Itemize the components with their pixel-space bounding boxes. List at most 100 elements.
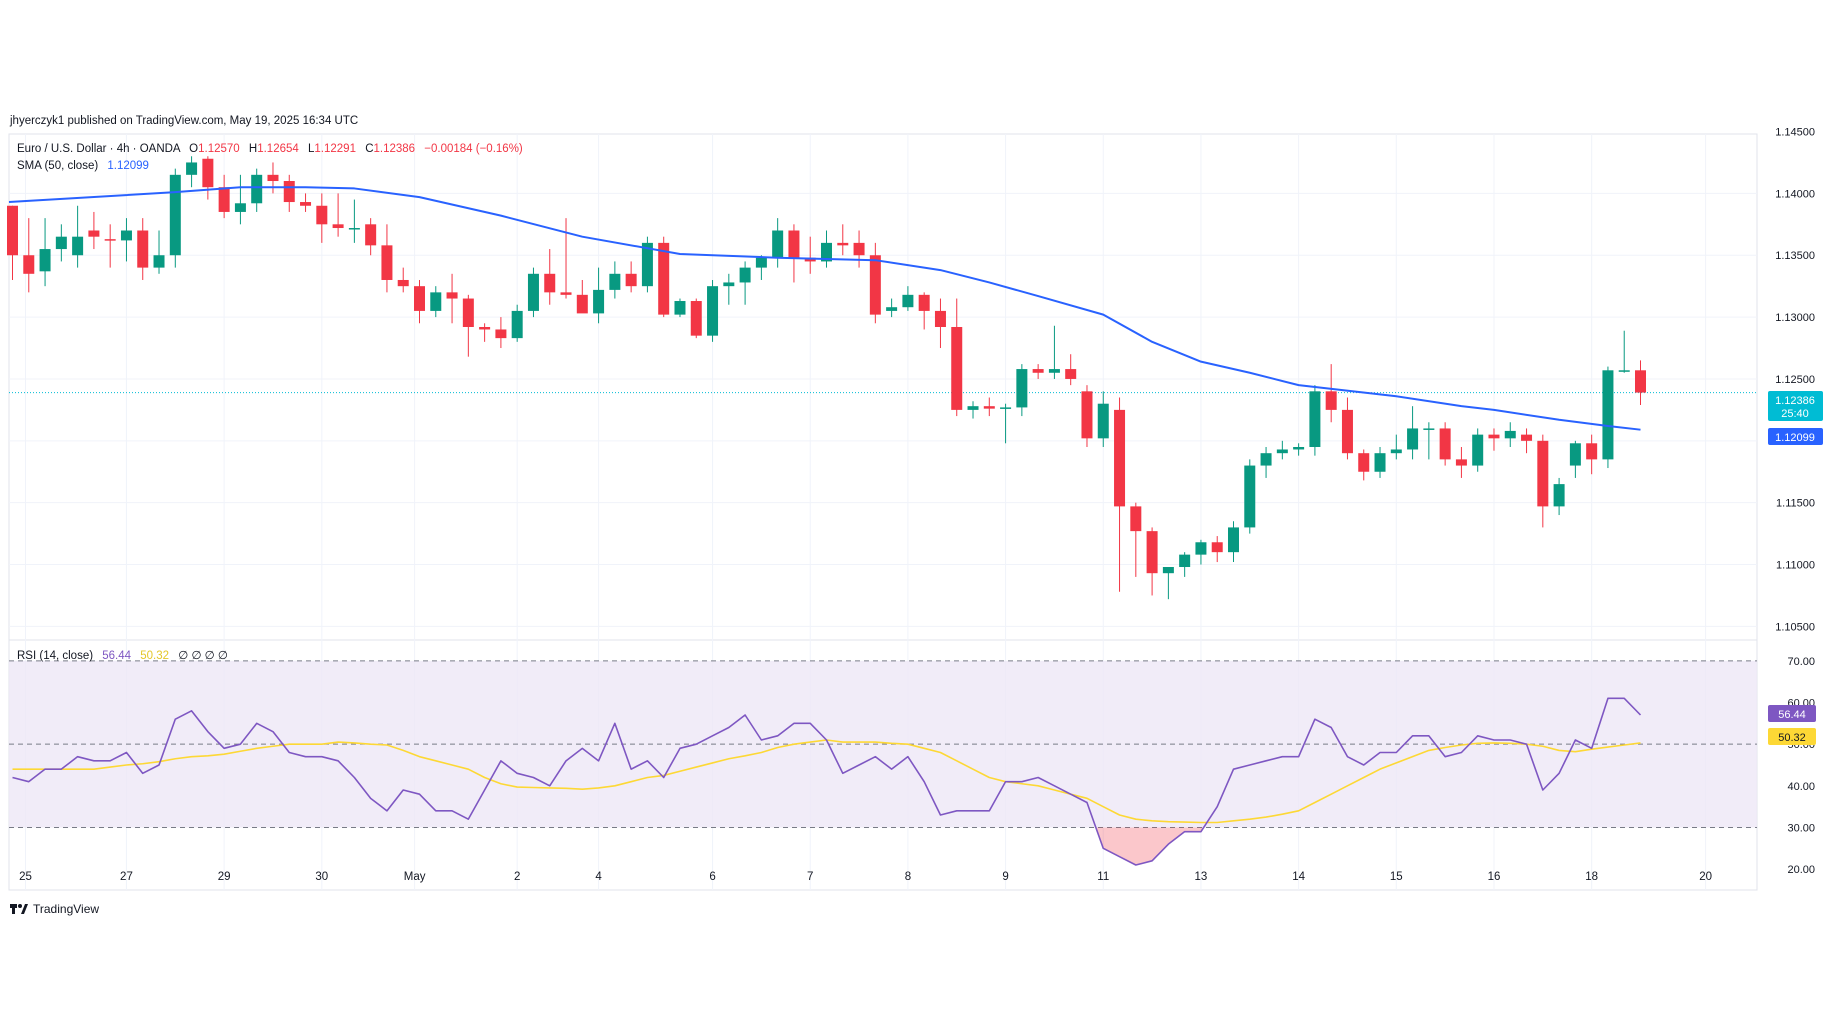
- candle[interactable]: [1325, 364, 1337, 423]
- candle[interactable]: [462, 294, 474, 357]
- candle[interactable]: [1195, 539, 1207, 565]
- candle[interactable]: [723, 273, 735, 305]
- candle[interactable]: [527, 267, 539, 318]
- candle[interactable]: [1293, 443, 1305, 456]
- candle[interactable]: [381, 224, 393, 293]
- candle[interactable]: [707, 279, 719, 342]
- candle[interactable]: [1244, 459, 1256, 534]
- candle[interactable]: [397, 267, 409, 293]
- candle[interactable]: [804, 236, 816, 274]
- candle[interactable]: [821, 230, 832, 268]
- candle[interactable]: [1390, 434, 1402, 460]
- candle[interactable]: [902, 286, 914, 311]
- candle[interactable]: [1635, 360, 1646, 405]
- candle[interactable]: [1179, 552, 1191, 577]
- candle[interactable]: [1211, 536, 1223, 563]
- candle[interactable]: [251, 168, 263, 212]
- candle[interactable]: [853, 230, 865, 268]
- candlestick-series[interactable]: [7, 156, 1646, 600]
- candle[interactable]: [1032, 364, 1044, 379]
- candle[interactable]: [951, 298, 963, 417]
- candle[interactable]: [495, 317, 507, 349]
- candle[interactable]: [55, 224, 67, 262]
- candle[interactable]: [739, 261, 751, 305]
- candle[interactable]: [39, 218, 51, 287]
- candle[interactable]: [1114, 397, 1126, 592]
- candle[interactable]: [430, 286, 442, 318]
- candle[interactable]: [1553, 477, 1565, 516]
- time-axis[interactable]: 25 27 29 30 May 2 4 6 7 8 9 11 13 14 15 16 18 20: [19, 871, 1712, 883]
- candle[interactable]: [218, 174, 230, 219]
- candle[interactable]: [1146, 527, 1158, 596]
- candle[interactable]: [186, 156, 198, 188]
- candle[interactable]: [1586, 434, 1598, 475]
- candle[interactable]: [1618, 330, 1630, 373]
- candle[interactable]: [1000, 403, 1012, 444]
- candle[interactable]: [1472, 428, 1484, 472]
- candle[interactable]: [1504, 422, 1516, 448]
- legend-rsi-row[interactable]: RSI (14, close) 56.44 50.32 ∅ ∅ ∅ ∅: [17, 650, 228, 662]
- candle[interactable]: [446, 273, 458, 324]
- candle[interactable]: [300, 193, 312, 212]
- candle[interactable]: [1537, 434, 1549, 528]
- candle[interactable]: [788, 224, 800, 283]
- candle[interactable]: [348, 199, 360, 243]
- candle[interactable]: [560, 218, 572, 299]
- candle[interactable]: [120, 218, 132, 262]
- candle[interactable]: [544, 249, 556, 305]
- candle[interactable]: [641, 236, 653, 293]
- tradingview-logo[interactable]: TradingView: [10, 902, 99, 916]
- candle[interactable]: [772, 218, 784, 268]
- candle[interactable]: [234, 174, 246, 225]
- candle[interactable]: [1097, 391, 1109, 448]
- legend-sma-row[interactable]: SMA (50, close) 1.12099: [17, 160, 149, 172]
- candle[interactable]: [332, 193, 344, 237]
- candle[interactable]: [1048, 325, 1060, 379]
- candle[interactable]: [479, 323, 491, 342]
- price-axis[interactable]: 1.14500 1.14000 1.13500 1.13000 1.12500 1.120…: [1775, 127, 1815, 634]
- candle[interactable]: [72, 205, 84, 268]
- candle[interactable]: [104, 224, 116, 268]
- candle[interactable]: [267, 162, 279, 194]
- candle[interactable]: [7, 205, 18, 280]
- candle[interactable]: [88, 211, 100, 250]
- candle[interactable]: [365, 218, 377, 256]
- candle[interactable]: [755, 255, 767, 280]
- candle[interactable]: [593, 267, 605, 324]
- candle[interactable]: [1228, 521, 1239, 563]
- candle[interactable]: [886, 298, 898, 318]
- candle[interactable]: [690, 298, 702, 339]
- candle[interactable]: [1260, 447, 1272, 478]
- candle[interactable]: [967, 401, 979, 419]
- candle[interactable]: [169, 168, 181, 268]
- candle[interactable]: [837, 224, 849, 256]
- candle[interactable]: [983, 397, 995, 417]
- candle[interactable]: [1439, 422, 1451, 466]
- candle[interactable]: [1602, 366, 1614, 469]
- candle[interactable]: [625, 261, 637, 293]
- candle[interactable]: [1081, 385, 1093, 448]
- candle[interactable]: [1130, 502, 1142, 577]
- candle[interactable]: [137, 218, 149, 280]
- candle[interactable]: [1488, 428, 1500, 451]
- candle[interactable]: [1407, 406, 1419, 460]
- candle[interactable]: [674, 298, 686, 318]
- candle[interactable]: [576, 279, 588, 314]
- candle[interactable]: [414, 279, 425, 324]
- candle[interactable]: [316, 193, 328, 243]
- candle[interactable]: [1276, 440, 1288, 460]
- candle[interactable]: [1521, 428, 1533, 454]
- candle[interactable]: [1065, 354, 1077, 386]
- rsi-line[interactable]: [12, 697, 1642, 866]
- candle[interactable]: [511, 304, 523, 342]
- candle[interactable]: [1374, 447, 1386, 478]
- candle[interactable]: [934, 298, 946, 349]
- candle[interactable]: [202, 156, 214, 200]
- candle[interactable]: [1309, 385, 1321, 456]
- candle[interactable]: [918, 292, 930, 330]
- candle[interactable]: [1341, 397, 1353, 460]
- candle[interactable]: [1569, 440, 1581, 478]
- candle[interactable]: [1162, 567, 1174, 600]
- sma-line[interactable]: [8, 186, 1641, 431]
- candle[interactable]: [869, 242, 881, 324]
